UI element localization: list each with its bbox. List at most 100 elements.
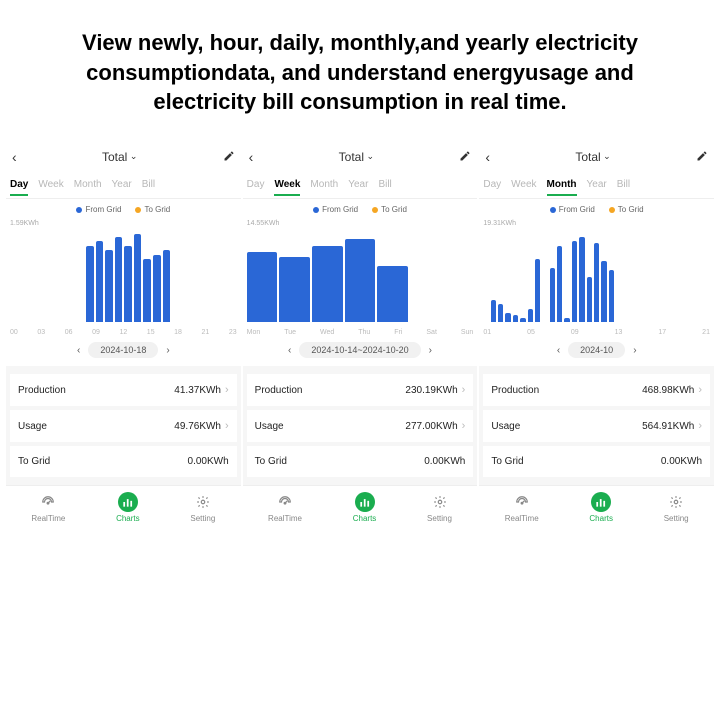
panel-title[interactable]: Total: [575, 150, 610, 164]
tab-week[interactable]: Week: [274, 179, 300, 196]
chart: 1.59KWh000306091215182123: [6, 218, 241, 336]
bottom-nav: RealTime Charts Setting: [6, 485, 241, 527]
nav-charts[interactable]: Charts: [589, 492, 613, 523]
legend-item: To Grid: [372, 205, 407, 214]
bottom-nav: RealTime Charts Setting: [243, 485, 478, 527]
edit-icon[interactable]: [459, 150, 471, 165]
nav-setting[interactable]: Setting: [190, 492, 215, 523]
tab-bill[interactable]: Bill: [378, 179, 391, 196]
bar: [609, 270, 614, 322]
date-prev-icon[interactable]: ‹: [288, 345, 291, 356]
chevron-right-icon: ›: [462, 420, 466, 432]
x-tick: 23: [229, 329, 237, 336]
tab-year[interactable]: Year: [112, 179, 132, 196]
back-icon[interactable]: ‹: [12, 149, 17, 165]
x-tick: Fri: [394, 329, 402, 336]
stat-value: 0.00KWh: [424, 456, 465, 467]
tab-year[interactable]: Year: [348, 179, 368, 196]
tab-day[interactable]: Day: [10, 179, 28, 196]
stat-to-grid: To Grid 0.00KWh: [10, 446, 237, 477]
stat-value: 277.00KWh: [405, 421, 457, 432]
date-chip[interactable]: 2024-10-18: [88, 342, 158, 358]
tab-bill[interactable]: Bill: [617, 179, 630, 196]
legend-item: To Grid: [135, 205, 170, 214]
nav-realtime[interactable]: RealTime: [505, 492, 539, 523]
nav-charts[interactable]: Charts: [353, 492, 377, 523]
stat-usage[interactable]: Usage 277.00KWh›: [247, 410, 474, 442]
nav-realtime[interactable]: RealTime: [268, 492, 302, 523]
bar: [96, 241, 104, 322]
tab-week[interactable]: Week: [511, 179, 536, 196]
date-prev-icon[interactable]: ‹: [77, 345, 80, 356]
stat-production[interactable]: Production 230.19KWh›: [247, 374, 474, 406]
tab-month[interactable]: Month: [310, 179, 338, 196]
nav-realtime[interactable]: RealTime: [31, 492, 65, 523]
tab-month[interactable]: Month: [547, 179, 577, 196]
x-tick: 21: [202, 329, 210, 336]
stat-production[interactable]: Production 468.98KWh›: [483, 374, 710, 406]
gauge-icon: [512, 492, 532, 512]
nav-charts[interactable]: Charts: [116, 492, 140, 523]
stat-value: 41.37KWh: [174, 385, 221, 396]
bars: [10, 232, 237, 322]
legend-item: From Grid: [550, 205, 595, 214]
chevron-right-icon: ›: [698, 420, 702, 432]
x-tick: 12: [119, 329, 127, 336]
nav-label: Setting: [427, 514, 452, 523]
tab-week[interactable]: Week: [38, 179, 63, 196]
x-tick: 06: [65, 329, 73, 336]
tab-year[interactable]: Year: [587, 179, 607, 196]
x-tick: 17: [658, 329, 666, 336]
legend: From GridTo Grid: [243, 198, 478, 218]
back-icon[interactable]: ‹: [249, 149, 254, 165]
stat-usage[interactable]: Usage 564.91KWh›: [483, 410, 710, 442]
bar: [550, 268, 555, 322]
x-axis: 010509131721: [483, 329, 710, 336]
date-prev-icon[interactable]: ‹: [557, 345, 560, 356]
date-next-icon[interactable]: ›: [166, 345, 169, 356]
stats-list: Production 41.37KWh› Usage 49.76KWh› To Gr…: [6, 366, 241, 485]
tab-month[interactable]: Month: [74, 179, 102, 196]
bar: [153, 255, 161, 323]
x-tick: 05: [527, 329, 535, 336]
stat-value: 0.00KWh: [661, 456, 702, 467]
nav-label: Setting: [190, 514, 215, 523]
x-tick: 15: [147, 329, 155, 336]
bar: [345, 239, 376, 322]
date-chip[interactable]: 2024-10-14~2024-10-20: [299, 342, 420, 358]
bar: [594, 243, 599, 322]
tab-day[interactable]: Day: [247, 179, 265, 196]
stat-to-grid: To Grid 0.00KWh: [483, 446, 710, 477]
nav-setting[interactable]: Setting: [427, 492, 452, 523]
bar: [513, 315, 518, 322]
stat-usage[interactable]: Usage 49.76KWh›: [10, 410, 237, 442]
bottom-nav: RealTime Charts Setting: [479, 485, 714, 527]
edit-icon[interactable]: [223, 150, 235, 165]
nav-setting[interactable]: Setting: [664, 492, 689, 523]
date-next-icon[interactable]: ›: [633, 345, 636, 356]
bar: [134, 234, 142, 322]
x-tick: Thu: [358, 329, 370, 336]
date-chip[interactable]: 2024-10: [568, 342, 625, 358]
gear-icon: [666, 492, 686, 512]
gauge-icon: [275, 492, 295, 512]
stat-production[interactable]: Production 41.37KWh›: [10, 374, 237, 406]
bars-icon: [118, 492, 138, 512]
panel-title[interactable]: Total: [339, 150, 374, 164]
tab-day[interactable]: Day: [483, 179, 501, 196]
stat-label: To Grid: [491, 456, 523, 467]
stat-label: To Grid: [255, 456, 287, 467]
bars: [247, 232, 474, 322]
x-tick: Tue: [284, 329, 296, 336]
edit-icon[interactable]: [696, 150, 708, 165]
bar: [564, 318, 569, 323]
tab-bill[interactable]: Bill: [142, 179, 155, 196]
y-axis-label: 19.31KWh: [483, 220, 516, 227]
nav-label: Charts: [116, 514, 140, 523]
date-next-icon[interactable]: ›: [429, 345, 432, 356]
bar: [535, 259, 540, 322]
back-icon[interactable]: ‹: [485, 149, 490, 165]
panel-title[interactable]: Total: [102, 150, 137, 164]
bar: [498, 304, 503, 322]
x-tick: Mon: [247, 329, 261, 336]
